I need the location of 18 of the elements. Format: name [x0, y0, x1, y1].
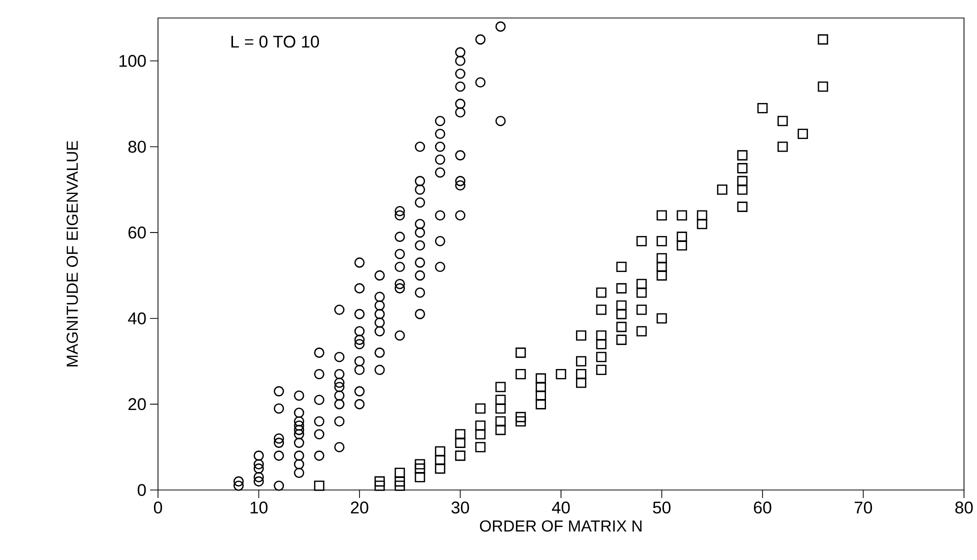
y-tick-label: 20: [128, 398, 146, 410]
x-tick-label: 70: [854, 502, 872, 514]
y-tick-label: 40: [128, 312, 146, 324]
x-tick-label: 30: [451, 502, 470, 514]
x-axis-title: ORDER OF MATRIX N: [480, 520, 642, 532]
y-tick-label: 0: [138, 484, 146, 496]
x-tick-label: 0: [154, 502, 162, 514]
annotation: L = 0 TO 10: [231, 36, 319, 48]
y-axis-title: MAGNITUDE OF EIGENVALUE: [66, 141, 78, 366]
y-tick-label: 80: [128, 140, 146, 153]
x-tick-label: 40: [552, 502, 570, 514]
x-tick-label: 10: [250, 502, 268, 514]
x-tick-label: 60: [754, 502, 772, 514]
y-tick-label: 60: [128, 226, 146, 239]
x-tick-label: 50: [653, 502, 671, 514]
x-tick-label: 80: [955, 502, 973, 514]
x-tick-label: 20: [350, 502, 368, 514]
y-tick-label: 100: [120, 54, 146, 67]
